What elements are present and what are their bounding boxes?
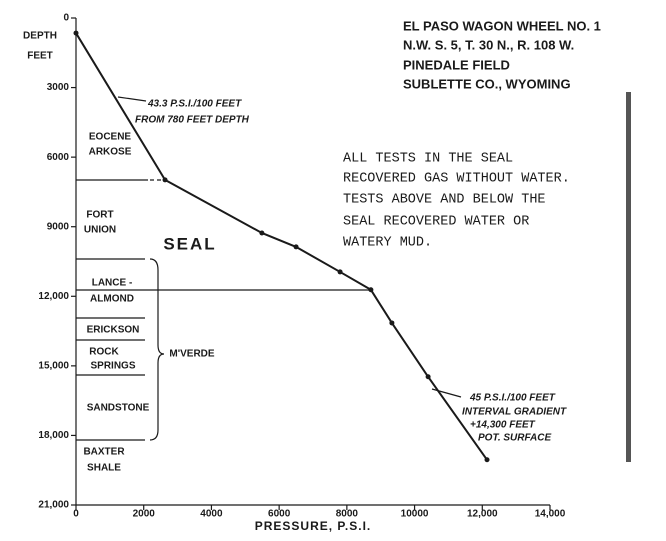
xlabel: PRESSURE, P.S.I. (255, 519, 371, 533)
margin-bar (626, 92, 631, 462)
title-block: EL PASO WAGON WHEEL NO. 1 N.W. S. 5, T. … (403, 18, 601, 91)
formation: SEAL (163, 234, 216, 253)
data-point (368, 287, 374, 293)
leader (431, 388, 462, 398)
y-tick-label: 0 (63, 13, 69, 24)
note-line: TESTS ABOVE AND BELOW THE (343, 193, 546, 208)
formation: FORT (86, 210, 113, 221)
note: ALL TESTS IN THE SEAL RECOVERED GAS WITH… (343, 152, 570, 251)
y-tick-label: 3000 (47, 82, 70, 93)
x-tick-label: 4000 (200, 509, 223, 520)
formation: SANDSTONE (87, 403, 150, 414)
formation: ERICKSON (87, 325, 140, 336)
annotation: 43.3 P.S.I./100 FEET (147, 99, 242, 110)
formation: SHALE (87, 463, 121, 474)
x-tick-label: 12,000 (467, 509, 498, 520)
y-tick-label: 21,000 (38, 500, 69, 511)
data-point (425, 374, 431, 380)
data-point (162, 177, 168, 183)
formations: EOCENE ARKOSE FORT UNION SEAL LANCE - AL… (83, 132, 216, 474)
x-tick-label: 14,000 (535, 509, 566, 520)
note-line: WATERY MUD. (343, 236, 432, 251)
formation: ROCK (89, 347, 119, 358)
x-tick-label: 2000 (133, 509, 156, 520)
data-point (293, 244, 299, 250)
ylabel: DEPTH FEET (23, 31, 57, 62)
data-point (389, 320, 395, 326)
annotation: INTERVAL GRADIENT (462, 407, 567, 418)
title-line: PINEDALE FIELD (403, 57, 510, 72)
formation: LANCE - (92, 278, 133, 289)
y-tick-label: 15,000 (38, 360, 69, 371)
title-line: N.W. S. 5, T. 30 N., R. 108 W. (403, 37, 574, 52)
formation: UNION (84, 225, 116, 236)
formation: SPRINGS (90, 361, 135, 372)
gradient-notes: 43.3 P.S.I./100 FEET FROM 780 FEET DEPTH… (135, 99, 567, 444)
formation: BAXTER (83, 447, 125, 458)
y-tick-label: 9000 (47, 221, 70, 232)
brace (149, 258, 165, 441)
formation: M'VERDE (169, 349, 214, 360)
annotation: FROM 780 FEET DEPTH (135, 115, 250, 126)
x-tick-label: 10000 (401, 509, 429, 520)
data-point (259, 230, 265, 236)
leader (117, 96, 147, 102)
x-tick-label: 8000 (336, 509, 359, 520)
data-point (337, 269, 343, 275)
x-tick-label: 6000 (268, 509, 291, 520)
note-line: ALL TESTS IN THE SEAL (343, 152, 513, 167)
ylabel-line: FEET (27, 51, 53, 62)
title-line: EL PASO WAGON WHEEL NO. 1 (403, 18, 601, 33)
formation: ALMOND (90, 294, 134, 305)
formation-lines (76, 96, 462, 441)
data-point (484, 457, 490, 463)
note-line: RECOVERED GAS WITHOUT WATER. (343, 172, 570, 187)
annotation: 45 P.S.I./100 FEET (469, 393, 556, 404)
annotation: POT. SURFACE (478, 433, 551, 444)
formation: EOCENE (89, 132, 132, 143)
formation: ARKOSE (89, 147, 132, 158)
y-tick-label: 6000 (47, 152, 70, 163)
note-line: SEAL RECOVERED WATER OR (343, 215, 529, 230)
x-tick-label: 0 (73, 509, 79, 520)
annotation: +14,300 FEET (470, 420, 536, 431)
ylabel-line: DEPTH (23, 31, 57, 42)
y-tick-label: 18,000 (38, 430, 69, 441)
title-line: SUBLETTE CO., WYOMING (403, 76, 571, 91)
y-tick-label: 12,000 (38, 291, 69, 302)
data-point (73, 30, 79, 36)
